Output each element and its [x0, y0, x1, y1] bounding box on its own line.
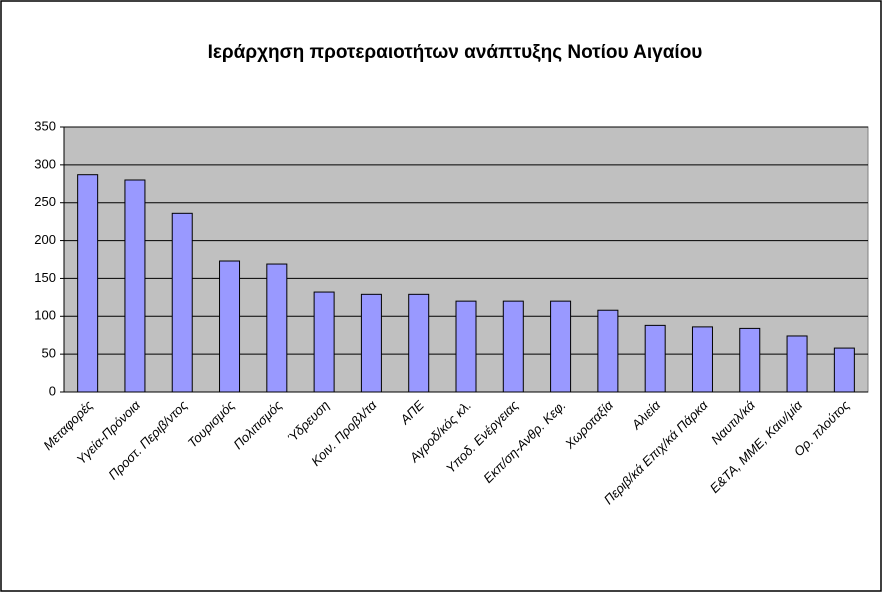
- bar: [266, 263, 288, 393]
- bar: [124, 179, 146, 393]
- bar: [171, 212, 193, 393]
- bar: [313, 291, 335, 393]
- bar: [786, 335, 808, 393]
- bar: [691, 326, 713, 393]
- y-tick-label: 300: [34, 156, 56, 171]
- bar: [502, 300, 524, 393]
- bar: [739, 327, 761, 393]
- bar: [360, 293, 382, 393]
- bar: [550, 300, 572, 393]
- bar: [455, 300, 477, 393]
- y-tick-label: 350: [34, 118, 56, 133]
- bar: [219, 260, 241, 393]
- chart-title: Ιεράρχηση προτεραιοτήτων ανάπτυξης Νοτίο…: [208, 42, 703, 63]
- y-tick-label: 200: [34, 232, 56, 247]
- bar: [597, 309, 619, 393]
- y-tick-label: 50: [42, 346, 56, 361]
- bar: [644, 324, 666, 393]
- bar: [833, 347, 855, 393]
- y-tick-label: 0: [49, 383, 56, 398]
- y-tick-label: 100: [34, 308, 56, 323]
- bar: [77, 174, 99, 393]
- y-tick-label: 150: [34, 270, 56, 285]
- bar: [408, 293, 430, 393]
- y-tick-label: 250: [34, 194, 56, 209]
